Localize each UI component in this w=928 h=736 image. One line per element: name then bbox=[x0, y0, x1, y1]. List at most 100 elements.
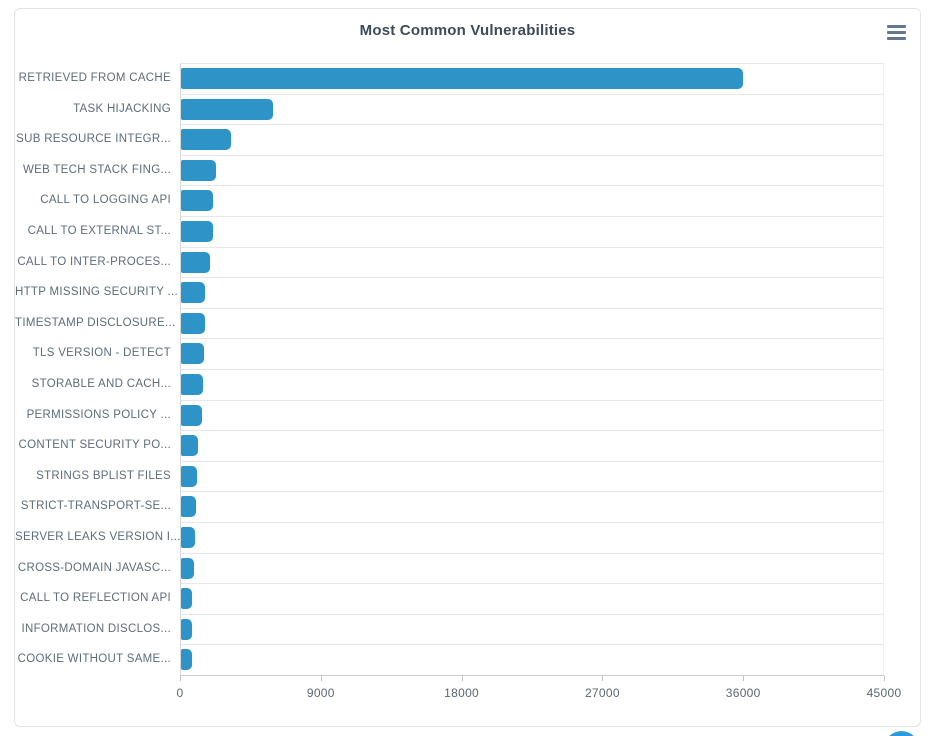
bar[interactable] bbox=[181, 343, 205, 365]
chart-row: HTTP MISSING SECURITY ... bbox=[15, 277, 920, 308]
chart-row: CALL TO LOGGING API bbox=[15, 185, 920, 216]
bar-track bbox=[180, 246, 884, 278]
category-label: CROSS-DOMAIN JAVASC... bbox=[17, 561, 171, 574]
chart-row: WEB TECH STACK FING... bbox=[15, 154, 920, 186]
chart-row: CALL TO INTER-PROCES... bbox=[15, 246, 920, 278]
bar-track bbox=[180, 368, 884, 400]
chart-row: CALL TO EXTERNAL ST... bbox=[15, 215, 920, 247]
chart-row: SUB RESOURCE INTEGR... bbox=[15, 124, 920, 155]
bar-track bbox=[180, 583, 884, 614]
bar-track bbox=[180, 124, 884, 155]
bar-chart: RETRIEVED FROM CACHE TASK HIJACKING SUB RE… bbox=[15, 63, 920, 709]
chart-title: Most Common Vulnerabilities bbox=[359, 22, 576, 39]
chart-rows: RETRIEVED FROM CACHE TASK HIJACKING SUB RE… bbox=[15, 63, 920, 675]
bar-track bbox=[180, 338, 884, 369]
bar[interactable] bbox=[181, 98, 274, 120]
bar-track bbox=[180, 185, 884, 216]
bar[interactable] bbox=[181, 496, 196, 518]
x-tick-mark bbox=[320, 675, 322, 681]
chart-row: STRINGS BPLIST FILES bbox=[15, 460, 920, 492]
bar[interactable] bbox=[181, 373, 204, 395]
x-tick-mark bbox=[461, 675, 463, 681]
category-label: STRINGS BPLIST FILES bbox=[36, 469, 171, 482]
bar-track bbox=[180, 430, 884, 461]
x-tick-label: 36000 bbox=[725, 685, 761, 700]
x-tick-mark bbox=[743, 675, 745, 681]
category-label: CALL TO EXTERNAL ST... bbox=[27, 224, 171, 237]
chart-row: SERVER LEAKS VERSION I... bbox=[15, 521, 920, 553]
bar[interactable] bbox=[181, 404, 202, 426]
bar[interactable] bbox=[181, 282, 206, 304]
x-tick-label: 27000 bbox=[584, 685, 620, 700]
chart-row: PERMISSIONS POLICY ... bbox=[15, 399, 920, 431]
bar[interactable] bbox=[181, 618, 192, 640]
chart-row: TASK HIJACKING bbox=[15, 93, 920, 125]
bar-track bbox=[180, 93, 884, 125]
chart-row: INFORMATION DISCLOS... bbox=[15, 613, 920, 645]
x-tick-label: 45000 bbox=[866, 685, 902, 700]
hamburger-menu-icon[interactable] bbox=[887, 25, 906, 40]
category-label: CALL TO REFLECTION API bbox=[20, 592, 171, 605]
bar[interactable] bbox=[181, 68, 743, 89]
chart-row: STRICT-TRANSPORT-SE... bbox=[15, 491, 920, 522]
category-label: INFORMATION DISCLOS... bbox=[21, 622, 171, 635]
bar[interactable] bbox=[181, 251, 210, 273]
bar[interactable] bbox=[181, 312, 205, 334]
bar[interactable] bbox=[181, 588, 193, 610]
category-label: RETRIEVED FROM CACHE bbox=[18, 72, 171, 84]
x-tick-mark bbox=[884, 675, 885, 681]
category-label: WEB TECH STACK FING... bbox=[22, 163, 171, 176]
category-label: TASK HIJACKING bbox=[73, 102, 171, 115]
chart-row: TIMESTAMP DISCLOSURE... bbox=[15, 307, 920, 339]
menu-bar bbox=[887, 37, 906, 40]
bar-track bbox=[180, 154, 884, 186]
bar-track bbox=[180, 399, 884, 431]
bar[interactable] bbox=[181, 159, 217, 181]
bar-track bbox=[180, 552, 884, 584]
x-tick-label: 18000 bbox=[444, 685, 480, 700]
category-label: TIMESTAMP DISCLOSURE... bbox=[15, 316, 176, 329]
chat-fab-button[interactable] bbox=[884, 731, 919, 736]
x-tick-mark bbox=[180, 675, 181, 681]
bar-track bbox=[180, 215, 884, 247]
menu-bar bbox=[887, 31, 906, 34]
category-label: STRICT-TRANSPORT-SE... bbox=[20, 500, 171, 513]
category-label: PERMISSIONS POLICY ... bbox=[26, 408, 171, 421]
bar[interactable] bbox=[181, 220, 213, 242]
category-label: HTTP MISSING SECURITY ... bbox=[15, 286, 178, 299]
chart-row: TLS VERSION - DETECT bbox=[15, 338, 920, 369]
bar-track bbox=[180, 63, 884, 94]
bar[interactable] bbox=[181, 557, 195, 579]
chart-row: COOKIE WITHOUT SAME... bbox=[15, 644, 920, 675]
chart-row: CROSS-DOMAIN JAVASC... bbox=[15, 552, 920, 584]
x-tick-mark bbox=[602, 675, 604, 681]
bar[interactable] bbox=[181, 435, 199, 457]
chart-row: CALL TO REFLECTION API bbox=[15, 583, 920, 614]
bar-track bbox=[180, 460, 884, 492]
bar-track bbox=[180, 644, 884, 675]
bar-track bbox=[180, 307, 884, 339]
chart-row: STORABLE AND CACH... bbox=[15, 368, 920, 400]
chart-header: Most Common Vulnerabilities bbox=[15, 9, 920, 55]
category-label: COOKIE WITHOUT SAME... bbox=[17, 653, 171, 666]
x-axis: 0 9000 18000 27000 36000 45000 bbox=[176, 674, 901, 709]
category-label: CALL TO LOGGING API bbox=[40, 194, 171, 207]
chart-card: Most Common Vulnerabilities RETRIEVED FR… bbox=[14, 8, 921, 727]
bar[interactable] bbox=[181, 649, 192, 671]
category-label: SERVER LEAKS VERSION I... bbox=[15, 530, 180, 543]
bar[interactable] bbox=[181, 465, 198, 487]
menu-bar bbox=[887, 25, 906, 28]
category-label: STORABLE AND CACH... bbox=[31, 377, 171, 390]
x-tick-label: 0 bbox=[176, 685, 184, 700]
bar[interactable] bbox=[181, 190, 214, 212]
category-label: CONTENT SECURITY PO... bbox=[18, 439, 171, 452]
chart-row: CONTENT SECURITY PO... bbox=[15, 430, 920, 461]
bar[interactable] bbox=[181, 526, 196, 548]
bar[interactable] bbox=[181, 129, 231, 151]
bar-track bbox=[180, 521, 884, 553]
category-label: CALL TO INTER-PROCES... bbox=[17, 255, 171, 268]
category-label: SUB RESOURCE INTEGR... bbox=[16, 133, 171, 146]
bar-track bbox=[180, 613, 884, 645]
chart-row: RETRIEVED FROM CACHE bbox=[15, 63, 920, 94]
bar-track bbox=[180, 491, 884, 522]
